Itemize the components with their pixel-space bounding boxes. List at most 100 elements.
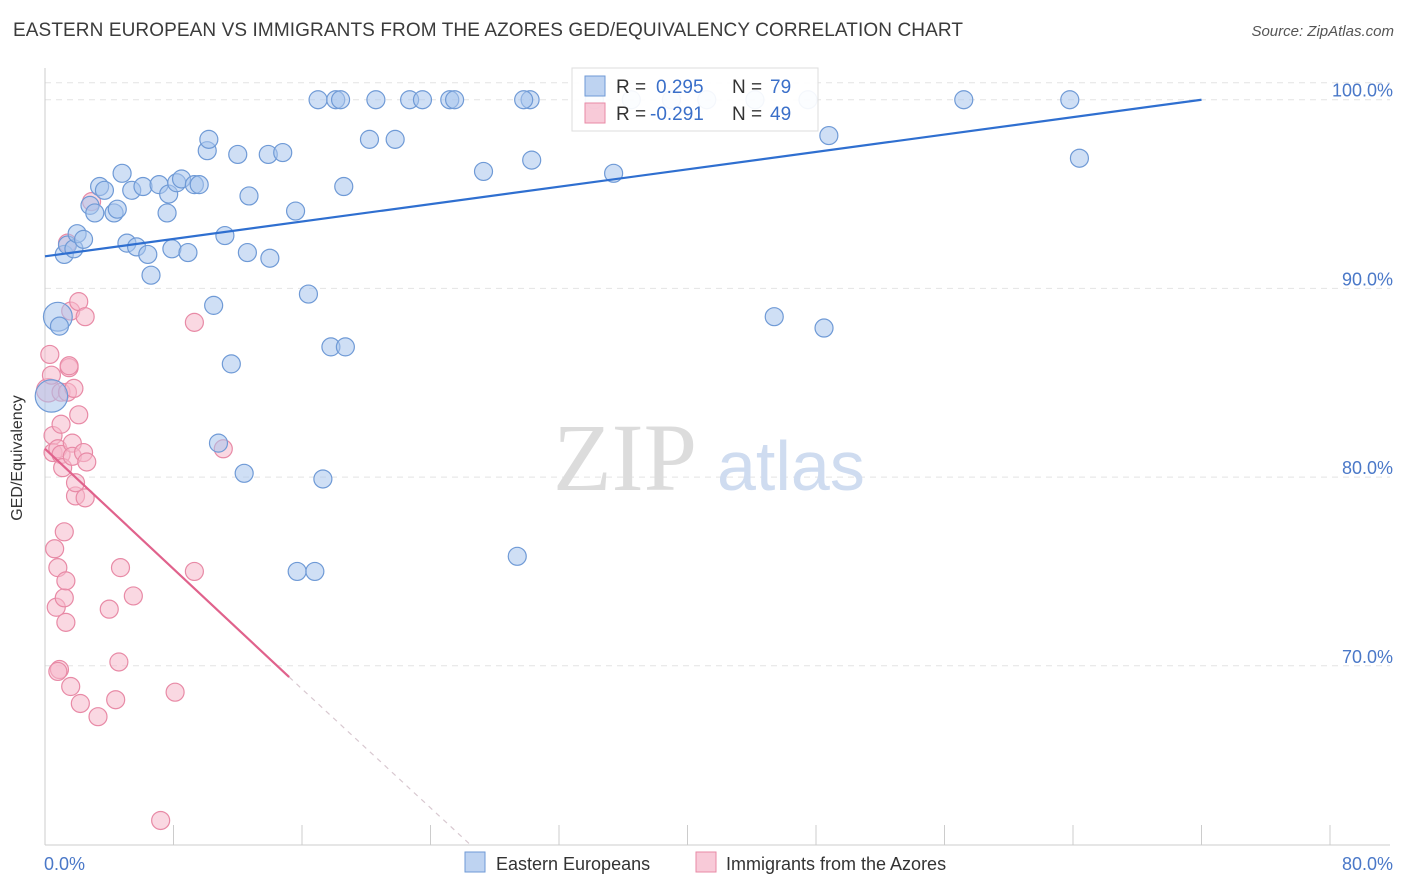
point-azores xyxy=(51,414,71,434)
point-azores xyxy=(165,682,185,702)
point-eastern-european xyxy=(507,546,527,566)
point-eastern-european xyxy=(385,129,405,149)
point-eastern-european xyxy=(330,90,351,110)
point-eastern-european xyxy=(133,176,153,197)
point-eastern-european xyxy=(1069,148,1090,168)
trend-lines xyxy=(44,98,1202,846)
point-azores xyxy=(70,693,90,714)
point-eastern-european xyxy=(34,379,69,413)
point-eastern-european xyxy=(298,284,319,304)
point-eastern-european xyxy=(335,337,355,357)
point-eastern-european xyxy=(764,307,784,327)
point-eastern-european xyxy=(814,318,834,338)
stats-box-frame xyxy=(571,67,819,132)
x-tick-label: 0.0% xyxy=(44,854,85,874)
watermark-atlas: atlas xyxy=(717,427,865,505)
point-azores xyxy=(75,307,95,327)
trend-line-azores xyxy=(44,447,290,678)
legend: Eastern Europeans Immigrants from the Az… xyxy=(464,851,946,874)
watermark: ZIP atlas xyxy=(553,404,865,511)
point-eastern-european xyxy=(273,142,293,163)
point-azores xyxy=(184,312,204,332)
y-tick-label: 80.0% xyxy=(1342,458,1393,478)
point-eastern-european xyxy=(285,201,306,221)
legend-swatch-blue xyxy=(464,851,486,873)
axes xyxy=(44,68,1390,846)
point-eastern-european xyxy=(412,90,433,110)
point-azores xyxy=(88,707,108,727)
point-eastern-european xyxy=(49,316,70,336)
legend-label-azores: Immigrants from the Azores xyxy=(726,854,946,874)
point-eastern-european xyxy=(522,150,542,170)
legend-item-azores[interactable]: Immigrants from the Azores xyxy=(695,851,946,874)
point-eastern-european xyxy=(954,90,974,110)
y-tick-label: 70.0% xyxy=(1342,647,1393,667)
point-eastern-european xyxy=(178,242,198,263)
point-eastern-european xyxy=(73,229,94,249)
y-tick-labels: 70.0% 80.0% 90.0% 100.0% xyxy=(1332,81,1393,667)
point-eastern-european xyxy=(308,90,328,110)
point-eastern-european xyxy=(819,125,839,146)
point-eastern-european xyxy=(162,239,182,259)
stats-n-value-pink: 49 xyxy=(770,104,791,125)
stats-n-label-pink: N = xyxy=(732,104,762,125)
point-eastern-european xyxy=(313,469,333,489)
point-azores xyxy=(99,599,119,619)
point-eastern-european xyxy=(359,129,380,149)
point-eastern-european xyxy=(94,180,115,200)
point-azores xyxy=(54,588,74,608)
gridlines xyxy=(45,82,1390,667)
legend-swatch-pink xyxy=(695,851,717,873)
stats-swatch-pink xyxy=(584,102,606,124)
point-azores xyxy=(48,661,68,682)
point-eastern-european xyxy=(85,203,105,223)
point-azores xyxy=(184,561,204,582)
point-azores xyxy=(69,405,89,425)
y-tick-label: 100.0% xyxy=(1332,81,1393,101)
series-azores-points xyxy=(35,192,233,831)
stats-r-value-pink: -0.291 xyxy=(650,104,704,125)
point-eastern-european xyxy=(199,129,219,149)
stats-swatch-blue xyxy=(584,75,606,97)
point-azores xyxy=(59,356,79,376)
point-azores xyxy=(123,586,143,606)
point-eastern-european xyxy=(305,561,325,582)
stats-r-value-blue: 0.295 xyxy=(656,77,704,98)
stats-box: R = 0.295 N = 79 R = -0.291 N = 49 xyxy=(571,67,819,132)
point-eastern-european xyxy=(141,265,161,285)
point-eastern-european xyxy=(260,248,280,268)
legend-item-eastern-europeans[interactable]: Eastern Europeans xyxy=(464,851,650,874)
source-note: Source: ZipAtlas.com xyxy=(1251,23,1394,40)
point-eastern-european xyxy=(239,186,259,206)
point-azores xyxy=(109,652,129,672)
point-azores xyxy=(65,473,86,493)
x-tick-label: 80.0% xyxy=(1342,854,1393,874)
point-azores xyxy=(110,558,131,578)
point-eastern-european xyxy=(514,90,534,110)
point-eastern-european xyxy=(444,90,465,110)
point-azores xyxy=(40,344,60,365)
x-tick-labels: 0.0% 80.0% xyxy=(44,854,1393,874)
point-eastern-european xyxy=(189,175,209,195)
legend-label-eastern-europeans: Eastern Europeans xyxy=(496,854,650,874)
watermark-zip: ZIP xyxy=(553,404,697,511)
point-eastern-european xyxy=(366,90,386,110)
point-eastern-european xyxy=(112,163,132,183)
point-azores xyxy=(75,488,95,508)
y-tick-label: 90.0% xyxy=(1342,269,1393,289)
point-eastern-european xyxy=(237,242,257,263)
point-azores xyxy=(56,571,76,591)
stats-r-label-blue: R = xyxy=(616,77,646,98)
point-eastern-european xyxy=(204,295,224,315)
point-azores xyxy=(106,690,126,710)
trend-line-azores-extension xyxy=(288,676,472,846)
trend-line-eastern-european xyxy=(44,98,1202,258)
point-eastern-european xyxy=(221,354,241,374)
point-azores xyxy=(61,676,81,697)
point-azores xyxy=(56,612,76,632)
point-eastern-european xyxy=(107,199,127,219)
point-eastern-european xyxy=(157,203,177,223)
point-azores xyxy=(151,810,171,831)
point-eastern-european xyxy=(208,433,229,453)
